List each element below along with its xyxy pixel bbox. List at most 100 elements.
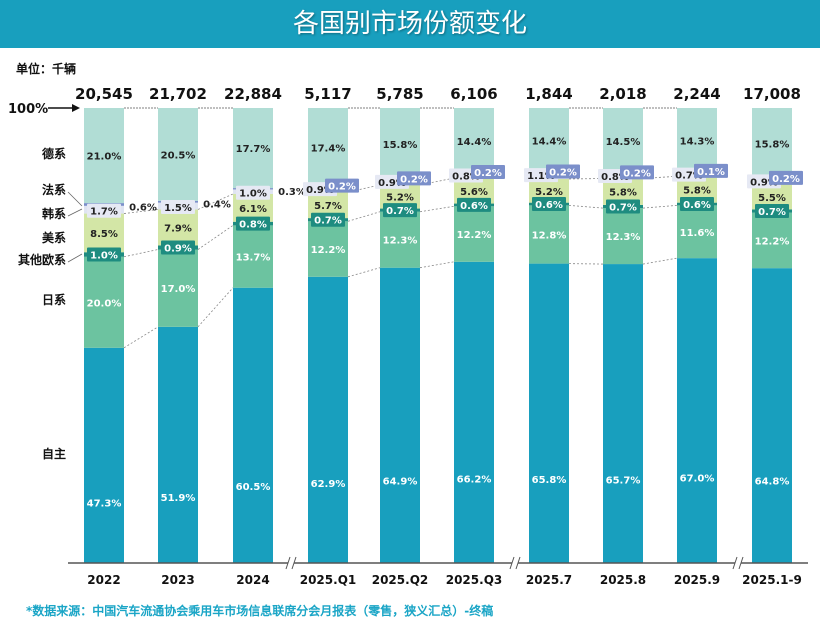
unit-label: 单位：千辆 xyxy=(16,62,77,76)
connector-line xyxy=(347,267,381,278)
segment-label: 0.4% xyxy=(203,200,231,211)
segment-label: 47.3% xyxy=(87,499,122,510)
segment-label: 0.9% xyxy=(164,243,192,254)
segment-label: 67.0% xyxy=(680,474,715,485)
axis-break-mark xyxy=(291,556,297,570)
segment-label: 8.5% xyxy=(90,229,118,240)
label-box xyxy=(325,178,359,193)
segment-label: 12.2% xyxy=(755,236,790,247)
label-box xyxy=(620,165,654,180)
label-box xyxy=(471,164,505,179)
segment-label: 20.5% xyxy=(161,150,196,161)
bar-segment-0 xyxy=(380,267,420,563)
bar-segment-3 xyxy=(84,213,124,253)
segment-label: 17.0% xyxy=(161,284,196,295)
segment-label: 0.1% xyxy=(697,167,725,178)
bar-segment-3 xyxy=(529,178,569,203)
segment-label: 0.6% xyxy=(683,200,711,211)
segment-label: 60.5% xyxy=(236,482,271,493)
label-box xyxy=(532,197,566,212)
segment-label: 0.7% xyxy=(386,206,414,217)
segment-label: 12.2% xyxy=(311,245,346,256)
bar-segment-0 xyxy=(454,261,494,563)
segment-label: 0.9% xyxy=(306,185,334,196)
segment-label: 14.3% xyxy=(680,136,715,147)
segment-label: 12.3% xyxy=(383,236,418,247)
segment-label: 64.8% xyxy=(755,476,790,487)
segment-label: 5.8% xyxy=(683,185,711,196)
segment-label: 6.1% xyxy=(239,204,267,215)
axis-break-gap xyxy=(735,556,741,570)
segment-label: 15.8% xyxy=(755,140,790,151)
segment-label: 5.2% xyxy=(386,193,414,204)
segment-label: 21.0% xyxy=(87,152,122,163)
x-tick-label: 2025.9 xyxy=(674,573,720,587)
x-tick-label: 2025.1-9 xyxy=(742,573,802,587)
series-label: 美系 xyxy=(42,230,66,245)
bar-segment-6 xyxy=(529,108,569,174)
segment-label: 51.9% xyxy=(161,493,196,504)
bar-segment-6 xyxy=(380,108,420,180)
bar-segment-0 xyxy=(233,287,273,563)
axis-break-mark xyxy=(738,556,744,570)
bar-segment-0 xyxy=(158,326,198,563)
label-box xyxy=(236,216,270,231)
bar-segment-1 xyxy=(380,211,420,268)
segment-label: 0.2% xyxy=(474,168,502,179)
bar-segment-3 xyxy=(158,209,198,246)
bar-segment-0 xyxy=(752,268,792,563)
segment-label: 0.7% xyxy=(314,216,342,227)
label-box xyxy=(397,171,431,186)
label-box xyxy=(769,170,803,185)
bar-segment-0 xyxy=(677,258,717,563)
x-tick-label: 2025.Q1 xyxy=(300,573,357,587)
connector-line xyxy=(197,287,234,328)
label-box xyxy=(87,203,121,218)
total-label: 17,008 xyxy=(743,85,801,103)
segment-label: 5.8% xyxy=(609,188,637,199)
x-tick-label: 2024 xyxy=(236,573,269,587)
total-label: 22,884 xyxy=(224,85,282,103)
y-top-label: 100% xyxy=(8,102,48,117)
label-box xyxy=(755,204,789,219)
segment-label: 0.3% xyxy=(278,187,306,198)
label-box xyxy=(606,199,640,214)
segment-label: 12.2% xyxy=(457,230,492,241)
bar-segment-0 xyxy=(603,264,643,563)
series-label: 其他欧系 xyxy=(18,252,66,267)
segment-label: 11.6% xyxy=(680,228,715,239)
segment-label: 17.4% xyxy=(311,144,346,155)
label-box xyxy=(161,240,195,255)
label-box xyxy=(161,200,195,215)
bar-segment-0 xyxy=(84,347,124,563)
total-label: 5,785 xyxy=(376,85,423,103)
segment-label: 1.0% xyxy=(239,189,267,200)
segment-label: 0.7% xyxy=(609,203,637,214)
total-label: 21,702 xyxy=(149,85,207,103)
axis-break-mark xyxy=(509,556,515,570)
segment-label: 66.2% xyxy=(457,475,492,486)
segment-label: 5.2% xyxy=(535,187,563,198)
bar-segment-1 xyxy=(454,206,494,262)
series-label: 法系 xyxy=(42,182,66,197)
total-label: 1,844 xyxy=(525,85,572,103)
leader-line xyxy=(67,208,83,217)
segment-label: 5.5% xyxy=(758,193,786,204)
leader-line xyxy=(67,191,83,207)
segment-label: 62.9% xyxy=(311,479,346,490)
segment-label: 7.9% xyxy=(164,223,192,234)
axis-break-mark xyxy=(515,556,521,570)
arrow-head-icon xyxy=(72,104,80,112)
segment-label: 1.0% xyxy=(90,251,118,262)
segment-label: 20.0% xyxy=(87,298,122,309)
total-label: 5,117 xyxy=(304,85,351,103)
x-tick-label: 2023 xyxy=(161,573,194,587)
x-tick-label: 2025.Q2 xyxy=(372,573,429,587)
label-box xyxy=(311,212,345,227)
bar-segment-6 xyxy=(752,108,792,180)
bar-segment-1 xyxy=(752,212,792,269)
label-box xyxy=(680,197,714,212)
segment-label: 12.3% xyxy=(606,232,641,243)
series-label: 韩系 xyxy=(42,206,66,221)
connector-line xyxy=(123,209,159,214)
